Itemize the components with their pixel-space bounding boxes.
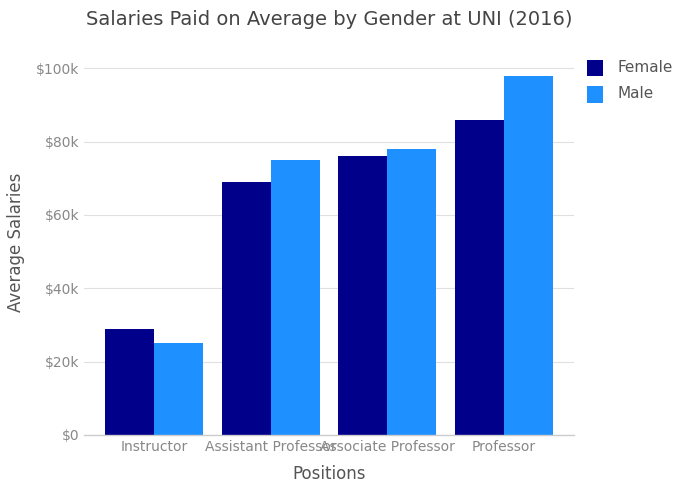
Y-axis label: Average Salaries: Average Salaries	[7, 173, 24, 312]
Bar	[271, 160, 320, 435]
Bar	[455, 120, 504, 435]
Bar	[105, 328, 154, 435]
X-axis label: Positions: Positions	[293, 465, 365, 483]
Bar	[338, 156, 387, 435]
Bar	[387, 149, 436, 435]
Legend: Female, Male: Female, Male	[587, 58, 673, 102]
Bar	[222, 182, 271, 435]
Bar	[504, 76, 553, 435]
Title: Salaries Paid on Average by Gender at UNI (2016): Salaries Paid on Average by Gender at UN…	[85, 10, 573, 29]
Bar	[154, 344, 203, 435]
